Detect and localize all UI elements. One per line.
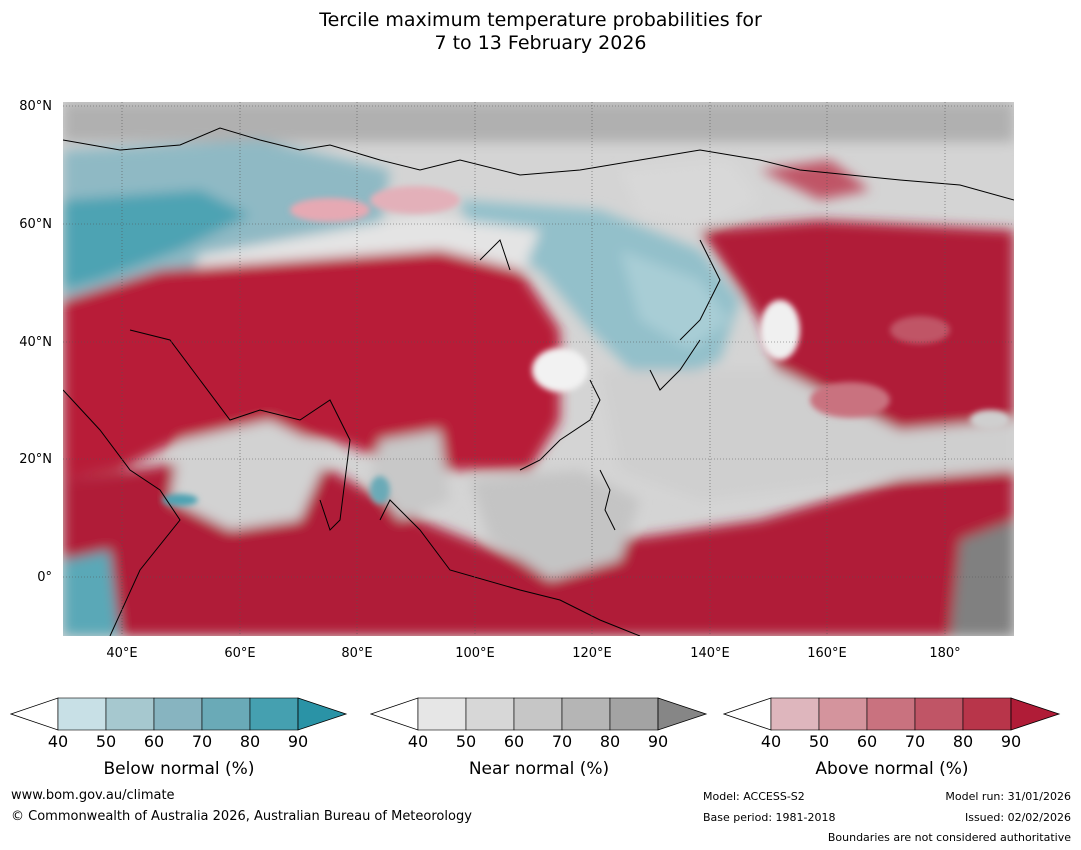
map-plot-area xyxy=(63,102,1014,636)
colorbar-below-normal xyxy=(10,697,348,731)
colorbar-segment xyxy=(57,697,107,731)
lon-label-40e: 40°E xyxy=(106,646,138,661)
colorbar-segment xyxy=(962,697,1012,731)
lat-label-80n: 80°N xyxy=(19,99,52,114)
colorbar-segment xyxy=(249,697,299,731)
colorbar-near-normal xyxy=(370,697,708,731)
colorbar-segment xyxy=(513,697,563,731)
footer-copyright: © Commonwealth of Australia 2026, Austra… xyxy=(11,809,472,824)
colorbar-segment xyxy=(818,697,868,731)
colorbar-tick-label: 80 xyxy=(599,732,621,751)
colorbar-tick-label: 50 xyxy=(455,732,477,751)
footer-model: Model: ACCESS-S2 xyxy=(703,790,805,803)
colorbar-tick-label: 90 xyxy=(647,732,669,751)
lon-label-120e: 120°E xyxy=(572,646,612,661)
colorbar-segment xyxy=(417,697,467,731)
colorbar-segment xyxy=(866,697,916,731)
lon-label-160e: 160°E xyxy=(807,646,847,661)
colorbar-tick-label: 90 xyxy=(1000,732,1022,751)
colorbar-arrow-low xyxy=(10,697,59,731)
colorbar-tick-label: 90 xyxy=(287,732,309,751)
colorbar-segment xyxy=(561,697,611,731)
lon-label-180: 180° xyxy=(929,646,961,661)
colorbar-segment xyxy=(153,697,203,731)
colorbar-arrow-low xyxy=(370,697,419,731)
footer-base-period: Base period: 1981-2018 xyxy=(703,811,836,824)
lat-label-40n: 40°N xyxy=(19,335,52,350)
colorbar-tick-label: 80 xyxy=(239,732,261,751)
colorbar-segment xyxy=(105,697,155,731)
colorbar-arrow-low xyxy=(723,697,772,731)
colorbar-segment xyxy=(914,697,964,731)
colorbar-label-near: Near normal (%) xyxy=(468,759,610,779)
colorbar-label-above: Above normal (%) xyxy=(815,759,969,779)
colorbar-arrow-high xyxy=(1010,697,1061,731)
colorbar-label-below: Below normal (%) xyxy=(103,759,255,779)
colorbar-segment xyxy=(201,697,251,731)
colorbar-arrow-high xyxy=(297,697,348,731)
probability-details xyxy=(162,186,1010,506)
lon-label-100e: 100°E xyxy=(455,646,495,661)
colorbar-tick-label: 50 xyxy=(95,732,117,751)
colorbar-arrow-high xyxy=(657,697,708,731)
colorbar-segment xyxy=(609,697,659,731)
footer-issued: Issued: 02/02/2026 xyxy=(964,811,1071,824)
colorbar-tick-label: 40 xyxy=(407,732,429,751)
lat-label-60n: 60°N xyxy=(19,217,52,232)
colorbar-tick-label: 60 xyxy=(856,732,878,751)
colorbar-tick-label: 80 xyxy=(952,732,974,751)
colorbar-segment xyxy=(465,697,515,731)
colorbar-tick-label: 70 xyxy=(904,732,926,751)
lon-label-140e: 140°E xyxy=(690,646,730,661)
coastlines xyxy=(63,127,1014,636)
colorbar-tick-label: 40 xyxy=(47,732,69,751)
lon-label-60e: 60°E xyxy=(224,646,256,661)
title-line-2: 7 to 13 February 2026 xyxy=(434,32,647,54)
colorbar-tick-label: 60 xyxy=(143,732,165,751)
graticule xyxy=(63,102,1014,636)
colorbar-tick-label: 70 xyxy=(191,732,213,751)
footer-model-run: Model run: 31/01/2026 xyxy=(945,790,1071,803)
lon-label-80e: 80°E xyxy=(341,646,373,661)
lat-label-0: 0° xyxy=(37,570,52,585)
colorbar-segment xyxy=(770,697,820,731)
colorbar-above-normal xyxy=(723,697,1061,731)
footer-boundaries: Boundaries are not considered authoritat… xyxy=(827,831,1071,844)
colorbar-tick-label: 70 xyxy=(551,732,573,751)
probability-fields xyxy=(63,102,1014,636)
lat-label-20n: 20°N xyxy=(19,452,52,467)
colorbar-tick-label: 60 xyxy=(503,732,525,751)
map-title: Tercile maximum temperature probabilitie… xyxy=(0,9,1081,55)
colorbar-tick-label: 50 xyxy=(808,732,830,751)
title-line-1: Tercile maximum temperature probabilitie… xyxy=(319,9,762,31)
colorbar-tick-label: 40 xyxy=(760,732,782,751)
footer-website: www.bom.gov.au/climate xyxy=(11,788,175,803)
